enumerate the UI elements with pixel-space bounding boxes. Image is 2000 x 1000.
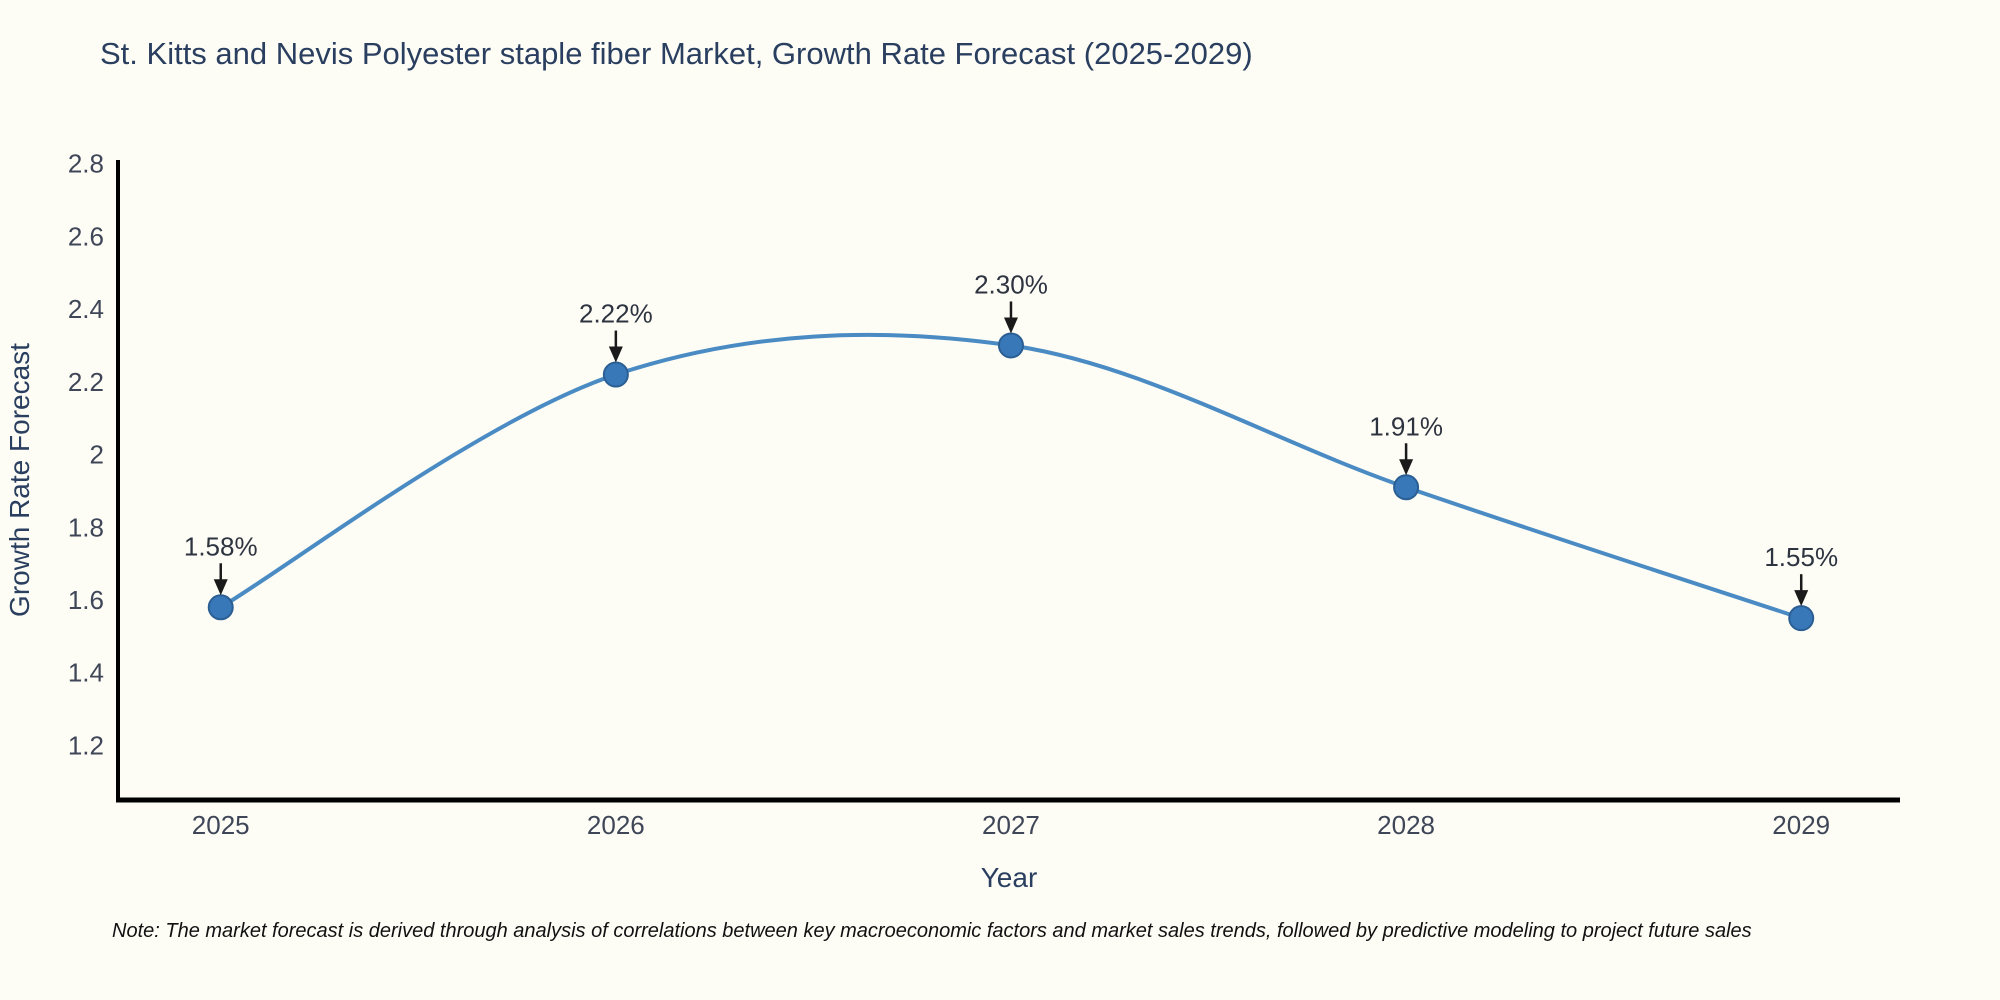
y-tick-label: 2.8 (68, 149, 104, 179)
annotation-arrowhead-icon (1794, 590, 1809, 607)
data-point-2027[interactable] (997, 332, 1024, 359)
annotation-arrowhead-icon (608, 346, 623, 363)
y-tick-label: 2.2 (68, 367, 104, 397)
point-value-label: 1.91% (1369, 411, 1443, 441)
x-tick-label: 2027 (982, 810, 1040, 840)
chart-title: St. Kitts and Nevis Polyester staple fib… (100, 36, 1253, 71)
x-tick-label: 2025 (192, 810, 250, 840)
annotation-arrowhead-icon (1003, 317, 1018, 334)
x-tick-label: 2028 (1377, 810, 1435, 840)
annotation-arrowhead-icon (1399, 459, 1414, 476)
x-tick-label: 2029 (1772, 810, 1830, 840)
data-point-2029[interactable] (1788, 605, 1815, 632)
point-value-label: 2.22% (579, 299, 653, 329)
y-tick-label: 1.2 (68, 730, 104, 760)
y-tick-label: 1.6 (68, 585, 104, 615)
x-tick-label: 2026 (587, 810, 645, 840)
data-point-2025[interactable] (207, 594, 234, 621)
y-tick-label: 2.6 (68, 221, 104, 251)
annotation-arrowhead-icon (213, 579, 228, 596)
footnote: Note: The market forecast is derived thr… (112, 920, 1752, 942)
point-value-label: 1.58% (184, 531, 258, 561)
point-value-label: 1.55% (1764, 542, 1838, 572)
x-axis-title: Year (980, 862, 1038, 893)
data-point-2026[interactable] (602, 361, 629, 388)
data-point-2028[interactable] (1393, 474, 1420, 501)
y-axis-title: Growth Rate Forecast (4, 343, 35, 617)
y-tick-label: 1.8 (68, 512, 104, 542)
y-tick-label: 2.4 (68, 294, 104, 324)
y-tick-label: 2 (90, 440, 104, 470)
point-value-label: 2.30% (974, 269, 1048, 299)
trend-line (218, 332, 1804, 621)
y-tick-label: 1.4 (68, 658, 104, 688)
